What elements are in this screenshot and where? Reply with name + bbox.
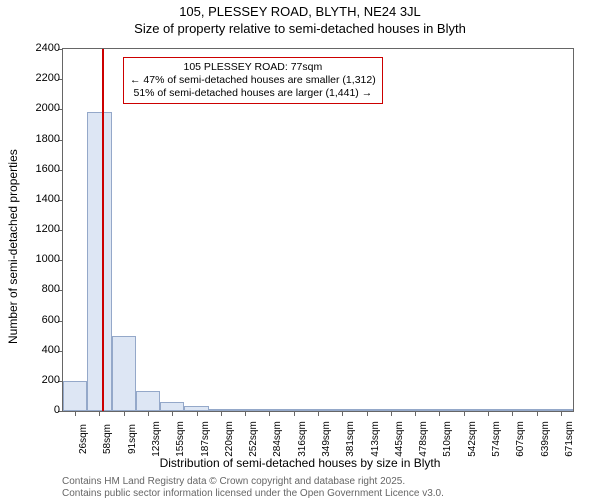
xtick-label: 91sqm [127, 424, 138, 454]
xtick-mark [148, 411, 149, 416]
histogram-bar [87, 112, 111, 411]
xtick-mark [245, 411, 246, 416]
info-box-line3: 51% of semi-detached houses are larger (… [130, 87, 376, 100]
xtick-mark [367, 411, 368, 416]
xtick-label: 155sqm [175, 421, 186, 457]
xtick-mark [415, 411, 416, 416]
ytick-label: 200 [42, 374, 60, 386]
xtick-mark [124, 411, 125, 416]
xtick-mark [439, 411, 440, 416]
property-marker-line [102, 49, 104, 411]
ytick-label: 1800 [36, 133, 60, 145]
xtick-label: 607sqm [515, 421, 526, 457]
xtick-label: 123sqm [151, 421, 162, 457]
property-info-box: 105 PLESSEY ROAD: 77sqm← 47% of semi-det… [123, 57, 383, 104]
xtick-label: 671sqm [564, 421, 575, 457]
y-axis-label: Number of semi-detached properties [6, 149, 20, 344]
xtick-label: 349sqm [321, 421, 332, 457]
xtick-mark [561, 411, 562, 416]
xtick-mark [75, 411, 76, 416]
ytick-label: 1400 [36, 193, 60, 205]
xtick-label: 252sqm [248, 421, 259, 457]
xtick-mark [197, 411, 198, 416]
xtick-mark [318, 411, 319, 416]
xtick-label: 542sqm [467, 421, 478, 457]
footer-attribution: Contains HM Land Registry data © Crown c… [62, 476, 444, 500]
xtick-label: 187sqm [200, 421, 211, 457]
xtick-label: 639sqm [540, 421, 551, 457]
histogram-bar [136, 391, 160, 411]
histogram-bar [112, 336, 136, 411]
xtick-mark [512, 411, 513, 416]
xtick-mark [269, 411, 270, 416]
histogram-bar [63, 381, 87, 411]
xtick-label: 284sqm [272, 421, 283, 457]
ytick-label: 1000 [36, 253, 60, 265]
xtick-mark [221, 411, 222, 416]
ytick-label: 600 [42, 314, 60, 326]
xtick-label: 478sqm [418, 421, 429, 457]
ytick-label: 2400 [36, 42, 60, 54]
xtick-mark [464, 411, 465, 416]
footer-line2: Contains public sector information licen… [62, 488, 444, 500]
ytick-label: 1200 [36, 223, 60, 235]
plot-area: 105 PLESSEY ROAD: 77sqm← 47% of semi-det… [62, 48, 574, 412]
ytick-label: 800 [42, 283, 60, 295]
xtick-mark [391, 411, 392, 416]
x-axis-label: Distribution of semi-detached houses by … [0, 456, 600, 470]
xtick-mark [294, 411, 295, 416]
chart-title-line2: Size of property relative to semi-detach… [0, 21, 600, 36]
xtick-label: 316sqm [297, 421, 308, 457]
xtick-mark [488, 411, 489, 416]
xtick-label: 26sqm [78, 424, 89, 454]
info-box-line2: ← 47% of semi-detached houses are smalle… [130, 74, 376, 87]
xtick-label: 413sqm [370, 421, 381, 457]
xtick-mark [99, 411, 100, 416]
ytick-label: 2000 [36, 102, 60, 114]
xtick-label: 220sqm [224, 421, 235, 457]
histogram-bar [160, 402, 184, 411]
xtick-mark [537, 411, 538, 416]
xtick-label: 574sqm [491, 421, 502, 457]
chart-title-line1: 105, PLESSEY ROAD, BLYTH, NE24 3JL [0, 4, 600, 19]
xtick-label: 58sqm [102, 424, 113, 454]
footer-line1: Contains HM Land Registry data © Crown c… [62, 476, 444, 488]
xtick-label: 510sqm [442, 421, 453, 457]
ytick-label: 2200 [36, 72, 60, 84]
xtick-mark [172, 411, 173, 416]
xtick-label: 445sqm [394, 421, 405, 457]
ytick-label: 0 [54, 404, 60, 416]
xtick-label: 381sqm [345, 421, 356, 457]
xtick-mark [342, 411, 343, 416]
ytick-label: 400 [42, 344, 60, 356]
info-box-line1: 105 PLESSEY ROAD: 77sqm [130, 61, 376, 74]
ytick-label: 1600 [36, 163, 60, 175]
